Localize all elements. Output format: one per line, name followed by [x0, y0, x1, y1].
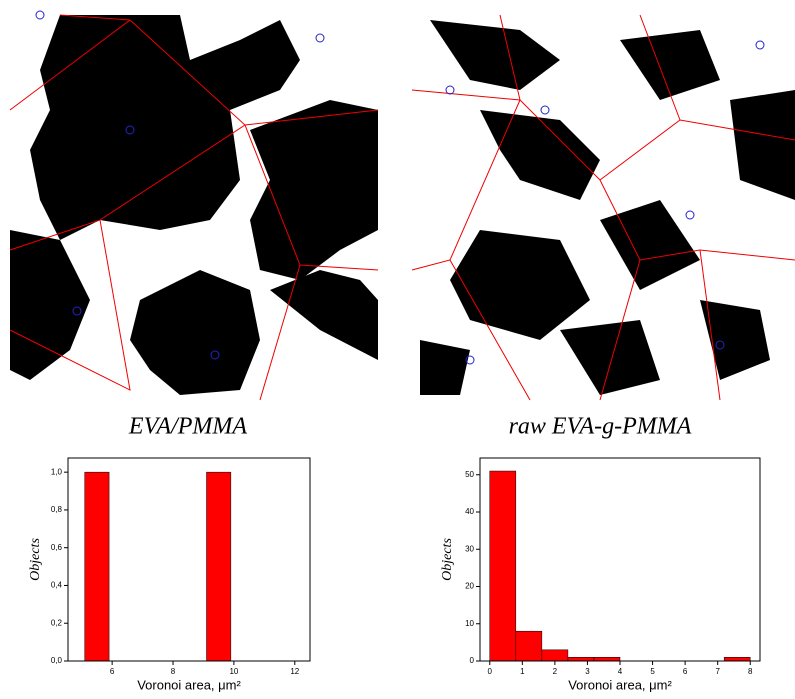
bar	[542, 650, 568, 661]
micrograph-left	[10, 11, 378, 400]
x-tick-label: 3	[585, 667, 590, 676]
y-tick-label: 50	[465, 470, 474, 479]
panel-caption: EVA/PMMA	[128, 414, 248, 440]
y-tick-label: 1,0	[51, 467, 63, 476]
y-tick-label: 20	[465, 582, 474, 591]
y-tick-label: 0,2	[51, 618, 63, 627]
y-axis-label: Objects	[28, 538, 43, 581]
bar	[594, 657, 620, 661]
y-tick-label: 0,0	[51, 656, 63, 665]
x-axis-label: Voronoi area, μm²	[137, 677, 241, 692]
y-tick-label: 10	[465, 619, 474, 628]
x-tick-label: 5	[650, 667, 655, 676]
figure: EVA/PMMA raw EVA-g-PMMA 0,0 0,2 0,4 0,6 0,8 1…	[0, 0, 795, 694]
y-tick-label: 0	[470, 656, 475, 665]
page: EVA/PMMA raw EVA-g-PMMA 0,0 0,2 0,4 0,6 0,8 1…	[0, 0, 795, 699]
x-tick-label: 4	[618, 667, 623, 676]
bar	[516, 631, 542, 661]
bar	[568, 657, 594, 661]
x-tick-label: 8	[748, 667, 753, 676]
x-tick-label: 6	[110, 667, 115, 676]
x-axis-label: Voronoi area, μm²	[568, 677, 672, 692]
x-tick-label: 10	[229, 667, 238, 676]
y-tick-label: 0,8	[51, 505, 63, 514]
bar	[85, 472, 109, 661]
micrograph-right	[412, 15, 795, 400]
x-tick-label: 12	[290, 667, 299, 676]
axes-frame	[480, 458, 760, 661]
y-axis-label: Objects	[440, 538, 455, 581]
bar	[490, 471, 516, 661]
panel-caption: raw EVA-g-PMMA	[509, 414, 692, 440]
x-tick-label: 2	[553, 667, 558, 676]
x-tick-label: 0	[488, 667, 493, 676]
x-tick-label: 6	[683, 667, 688, 676]
x-tick-label: 8	[171, 667, 176, 676]
x-tick-label: 1	[520, 667, 525, 676]
y-tick-label: 30	[465, 544, 474, 553]
bar	[207, 472, 231, 661]
x-tick-label: 7	[715, 667, 720, 676]
y-tick-label: 40	[465, 507, 474, 516]
y-tick-label: 0,4	[51, 581, 63, 590]
bar	[724, 657, 750, 661]
y-tick-label: 0,6	[51, 543, 63, 552]
